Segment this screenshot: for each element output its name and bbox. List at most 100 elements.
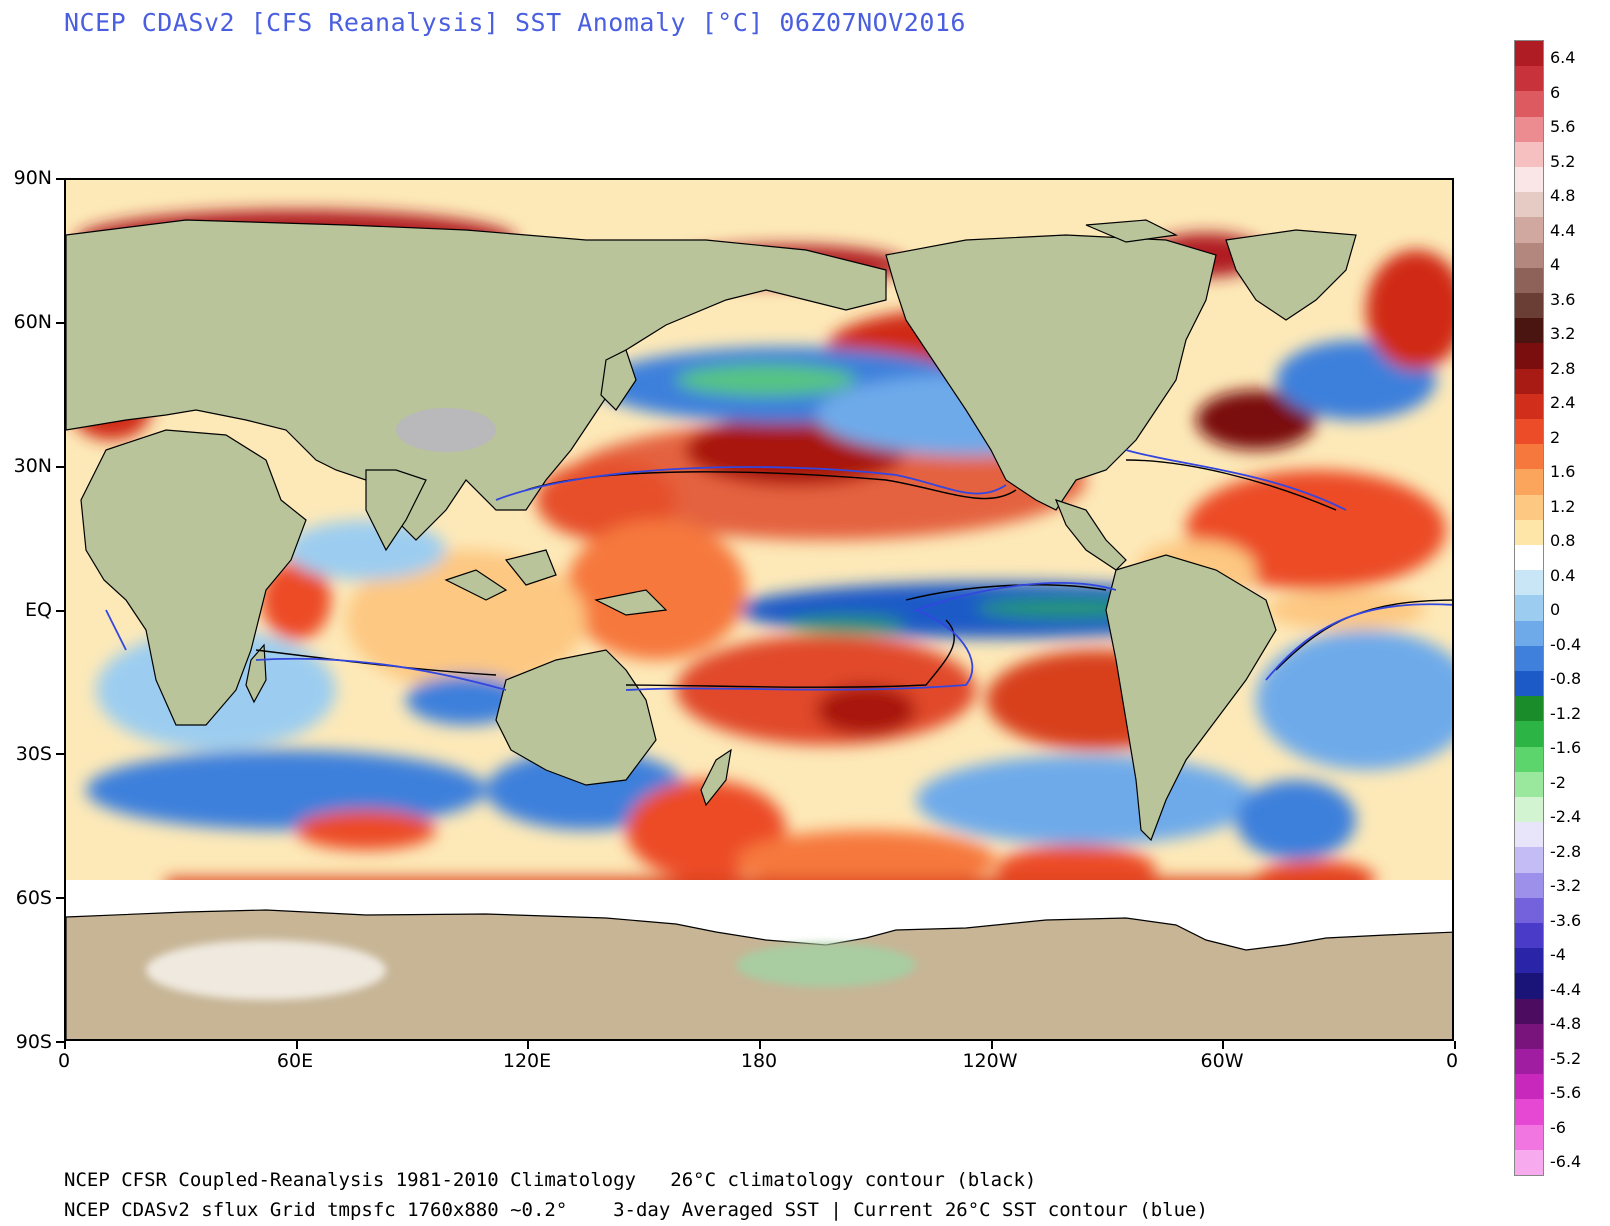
sumatra (444, 569, 508, 601)
colorbar-cell (1515, 721, 1543, 748)
footer-grid: NCEP CDASv2 sflux Grid tmpsfc 1760x880 ~… (64, 1199, 568, 1221)
sst-anomaly-map (64, 178, 1454, 1041)
y-label-90n: 90N (13, 167, 52, 189)
footer-line1: NCEP CFSR Coupled-Reanalysis 1981-2010 C… (64, 1169, 1036, 1191)
australia (495, 649, 657, 786)
colorbar-cell (1515, 847, 1543, 874)
colorbar-label: -6.4 (1550, 1152, 1582, 1171)
y-label-30n: 30N (13, 455, 52, 477)
colorbar-cell (1515, 998, 1543, 1025)
colorbar-cell (1515, 1099, 1543, 1126)
colorbar-label: -4.4 (1550, 979, 1582, 999)
central-america (1054, 499, 1127, 571)
colorbar-label: 6 (1550, 82, 1561, 102)
x-tick (990, 1041, 993, 1049)
colorbar-cell (1515, 217, 1543, 244)
colorbar-cell (1515, 872, 1543, 899)
colorbar-label: -2.4 (1550, 807, 1582, 826)
colorbar-label: -1.2 (1550, 703, 1582, 723)
x-tick (64, 1041, 66, 1049)
x-tick (1222, 1041, 1225, 1049)
footer-line2: NCEP CDASv2 sflux Grid tmpsfc 1760x880 ~… (64, 1199, 1208, 1221)
colorbar-label: 3.6 (1550, 289, 1576, 309)
colorbar-label: -4.8 (1550, 1014, 1582, 1033)
eurasia (66, 219, 887, 541)
colorbar-cell (1515, 645, 1543, 672)
y-tick (56, 178, 64, 180)
japan (600, 349, 637, 411)
colorbar-cell (1515, 746, 1543, 773)
colorbar-cell (1515, 293, 1543, 319)
colorbar (1514, 40, 1544, 1176)
colorbar-cell (1515, 771, 1543, 798)
colorbar-label: 0.8 (1550, 531, 1576, 550)
x-label-60w: 60W (1200, 1050, 1244, 1072)
colorbar-cell (1515, 444, 1543, 470)
colorbar-cell (1515, 620, 1543, 647)
colorbar-cell (1515, 948, 1543, 974)
colorbar-cell (1515, 897, 1543, 924)
greenland (1225, 229, 1357, 321)
x-tick (1454, 1041, 1456, 1049)
colorbar-cell (1515, 41, 1543, 67)
colorbar-label: 1.2 (1550, 496, 1576, 516)
colorbar-cell (1515, 192, 1543, 218)
colorbar-label: 5.2 (1550, 151, 1576, 171)
new-zealand (700, 748, 732, 807)
x-tick (527, 1041, 530, 1049)
y-tick (56, 753, 64, 756)
colorbar-cell (1515, 419, 1543, 445)
continents (66, 219, 1357, 842)
colorbar-label: 4 (1550, 255, 1561, 274)
colorbar-label: 4.8 (1550, 186, 1576, 205)
colorbar-cell (1515, 141, 1543, 168)
india (365, 469, 427, 552)
colorbar-label: -0.4 (1550, 634, 1582, 654)
colorbar-cell (1515, 1124, 1543, 1151)
y-label-30s: 30S (15, 743, 52, 765)
colorbar-label: -6 (1550, 1117, 1566, 1137)
colorbar-label: 0.4 (1550, 565, 1576, 585)
colorbar-cell (1515, 1149, 1543, 1176)
colorbar-label: -1.6 (1550, 738, 1582, 757)
colorbar-cell (1515, 696, 1543, 722)
x-label-180: 180 (740, 1050, 778, 1072)
colorbar-cell (1515, 393, 1543, 420)
colorbar-label: 1.6 (1550, 462, 1576, 481)
current-contour-south (105, 582, 1452, 691)
colorbar-cell (1515, 318, 1543, 344)
colorbar-cell (1515, 519, 1543, 546)
footer-current-contour: 3-day Averaged SST | Current 26°C SST co… (613, 1199, 1208, 1221)
map-title: NCEP CDASv2 [CFS Reanalysis] SST Anomaly… (64, 8, 966, 37)
arctic-islands (1085, 219, 1178, 243)
colorbar-label: -0.8 (1550, 669, 1582, 688)
colorbar-cell (1515, 923, 1543, 949)
y-label-60s: 60S (15, 887, 52, 909)
colorbar-cell (1515, 1023, 1543, 1050)
colorbar-label: 6.4 (1550, 48, 1576, 67)
colorbar-cell (1515, 545, 1543, 571)
colorbar-cell (1515, 822, 1543, 848)
footer-clim-contour: 26°C climatology contour (black) (670, 1169, 1037, 1191)
colorbar-cell (1515, 267, 1543, 294)
current-contour-north (495, 449, 1347, 511)
colorbar-label: -2 (1550, 772, 1566, 792)
colorbar-label: -3.6 (1550, 910, 1582, 930)
colorbar-cell (1515, 595, 1543, 622)
colorbar-label: 4.4 (1550, 220, 1576, 240)
y-label-eq: EQ (25, 599, 52, 621)
africa (80, 429, 307, 726)
y-tick (56, 897, 64, 900)
tibet-plateau (396, 408, 496, 452)
y-label-90s: 90S (15, 1031, 52, 1053)
x-label-120w: 120W (962, 1050, 1018, 1072)
colorbar-cell (1515, 797, 1543, 823)
footer-climatology: NCEP CFSR Coupled-Reanalysis 1981-2010 C… (64, 1169, 636, 1191)
colorbar-label: 2.8 (1550, 358, 1576, 378)
y-label-60n: 60N (13, 311, 52, 333)
colorbar-cell (1515, 116, 1543, 143)
colorbar-cell (1515, 570, 1543, 596)
y-tick (56, 321, 64, 324)
x-label-120e: 120E (502, 1050, 552, 1072)
north-america (885, 234, 1217, 511)
